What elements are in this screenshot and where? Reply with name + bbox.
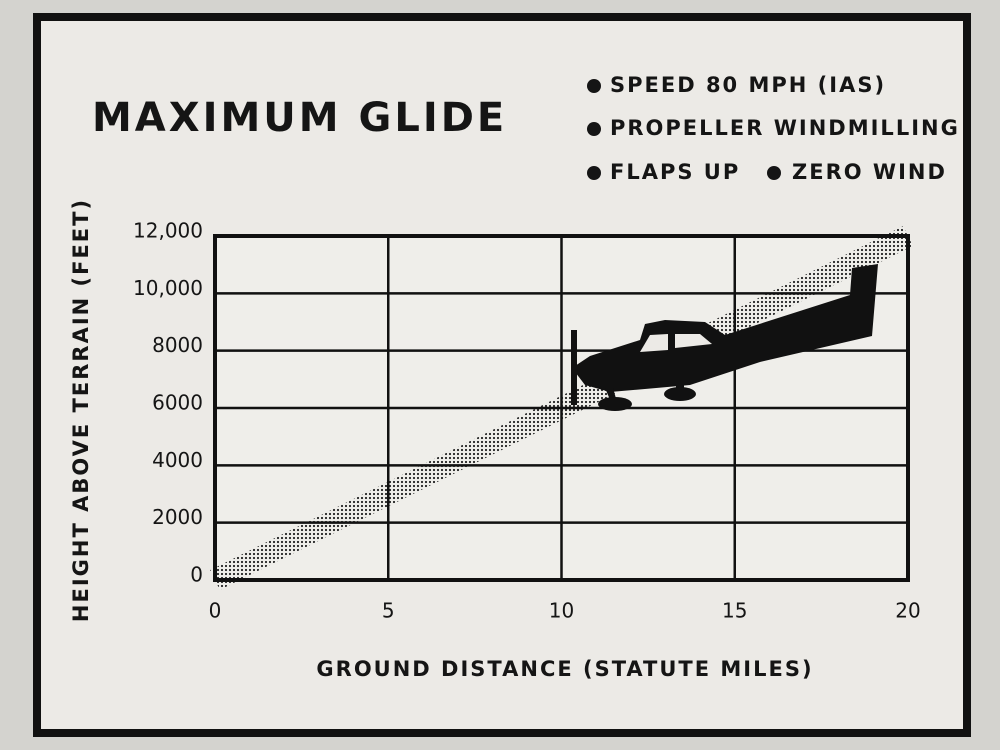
y-tick-label: 6000 — [152, 391, 203, 415]
bullet — [587, 122, 601, 136]
y-tick-label: 0 — [190, 563, 203, 587]
plot-border — [213, 234, 910, 582]
annotation: SPEED 80 MPH (IAS) — [610, 73, 886, 97]
x-tick-label: 0 — [209, 599, 222, 623]
bullet — [587, 166, 601, 180]
y-tick-label: 2000 — [152, 505, 203, 529]
y-tick-label: 10,000 — [133, 276, 203, 300]
x-tick-label: 20 — [895, 599, 920, 623]
plot-area: 0 2000 4000 6000 8000 10,000 12,000 0 5 10 15 20 — [133, 219, 921, 623]
bullet — [587, 79, 601, 93]
annotation: ZERO WIND — [792, 160, 947, 184]
x-tick-label: 5 — [382, 599, 395, 623]
y-tick-label: 12,000 — [133, 219, 203, 243]
annotation: FLAPS UP — [610, 160, 740, 184]
x-axis-label: GROUND DISTANCE (STATUTE MILES) — [316, 657, 813, 681]
bullet — [767, 166, 781, 180]
airplane — [571, 264, 878, 411]
annotation: PROPELLER WINDMILLING — [610, 116, 960, 140]
y-axis-label: HEIGHT ABOVE TERRAIN (FEET) — [69, 198, 93, 622]
x-tick-label: 15 — [722, 599, 747, 623]
x-tick-label: 10 — [549, 599, 574, 623]
y-tick-label: 8000 — [152, 333, 203, 357]
chart-title: MAXIMUM GLIDE — [92, 95, 507, 141]
y-tick-label: 4000 — [152, 448, 203, 472]
